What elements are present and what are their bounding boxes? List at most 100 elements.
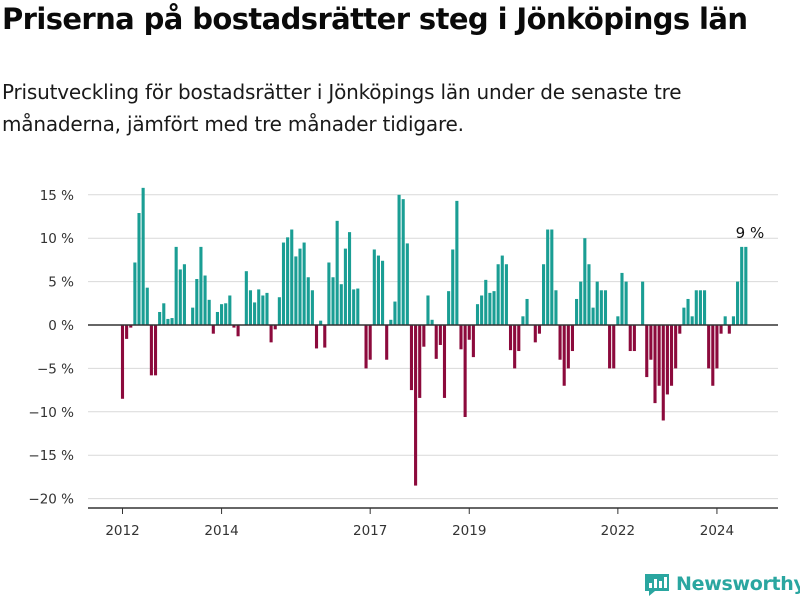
bar bbox=[414, 325, 418, 486]
bar bbox=[517, 325, 521, 352]
bar bbox=[463, 325, 467, 418]
bars bbox=[120, 187, 748, 486]
bar bbox=[575, 298, 579, 325]
bar bbox=[211, 325, 215, 334]
bar bbox=[409, 325, 414, 391]
newsworthy-logo-icon bbox=[645, 574, 669, 596]
bar bbox=[674, 325, 678, 369]
bar bbox=[166, 318, 170, 325]
y-tick-label: 5 % bbox=[48, 275, 74, 291]
bar bbox=[298, 248, 302, 325]
bar bbox=[347, 232, 352, 325]
bar bbox=[546, 229, 550, 325]
x-tick-label: 2022 bbox=[601, 523, 635, 539]
bar bbox=[459, 325, 463, 350]
bar bbox=[558, 325, 562, 360]
bar bbox=[608, 325, 612, 369]
bar bbox=[376, 255, 380, 325]
bar bbox=[471, 325, 475, 358]
axes bbox=[88, 324, 778, 509]
bar bbox=[727, 325, 731, 334]
bar bbox=[467, 325, 471, 340]
bar bbox=[401, 199, 405, 325]
bar bbox=[719, 325, 723, 334]
bar bbox=[149, 325, 153, 376]
bar bbox=[331, 277, 335, 325]
bar bbox=[269, 325, 273, 343]
bar bbox=[508, 325, 513, 351]
bar bbox=[447, 291, 451, 325]
bar bbox=[253, 302, 257, 325]
bar bbox=[125, 325, 129, 339]
bar bbox=[281, 242, 286, 325]
bar bbox=[698, 290, 702, 325]
y-tick-label: 15 % bbox=[40, 188, 74, 204]
bar bbox=[624, 281, 628, 325]
bar bbox=[339, 284, 343, 325]
chart-title: Priserna på bostadsrätter steg i Jönköpi… bbox=[2, 2, 748, 36]
x-tick-label: 2014 bbox=[204, 523, 238, 539]
bar bbox=[314, 325, 319, 349]
bar bbox=[153, 325, 158, 376]
bar bbox=[620, 272, 624, 325]
y-tick-label: −10 % bbox=[28, 405, 74, 421]
bar bbox=[174, 246, 178, 325]
x-tick-label: 2024 bbox=[700, 523, 734, 539]
bar bbox=[707, 325, 711, 369]
bar bbox=[248, 290, 253, 325]
bar bbox=[616, 316, 620, 325]
bar bbox=[442, 325, 447, 398]
bar bbox=[356, 288, 360, 325]
bar bbox=[158, 311, 162, 325]
bar bbox=[430, 319, 434, 325]
bar bbox=[178, 269, 182, 325]
bar bbox=[723, 316, 727, 325]
y-tick-label: 10 % bbox=[40, 231, 74, 247]
bar bbox=[137, 213, 141, 325]
bar bbox=[182, 264, 186, 325]
bar bbox=[277, 297, 281, 325]
x-tick-label: 2019 bbox=[452, 523, 486, 539]
bar bbox=[265, 292, 269, 325]
bar bbox=[525, 298, 529, 325]
bar bbox=[570, 325, 575, 352]
bar bbox=[203, 275, 207, 325]
y-axis-ticks: 15 % 10 % 5 % 0 % −5 % −10 % −15 % −20 % bbox=[28, 188, 74, 508]
bar bbox=[595, 281, 599, 325]
y-tick-label: −20 % bbox=[28, 492, 74, 508]
bar bbox=[129, 325, 133, 328]
bar bbox=[480, 295, 484, 325]
bar bbox=[702, 290, 707, 325]
bar bbox=[133, 262, 137, 325]
bar bbox=[731, 316, 735, 325]
bar bbox=[562, 325, 566, 386]
bar bbox=[372, 249, 376, 325]
bar bbox=[368, 325, 372, 360]
bar bbox=[207, 299, 211, 325]
bar bbox=[199, 246, 203, 325]
bar bbox=[236, 325, 240, 337]
bar bbox=[393, 301, 397, 325]
bar bbox=[504, 264, 508, 325]
bar bbox=[364, 325, 368, 369]
bar bbox=[686, 298, 690, 325]
bar bbox=[628, 325, 632, 352]
bar bbox=[405, 243, 409, 325]
bar bbox=[261, 295, 265, 325]
bar bbox=[120, 325, 125, 399]
bar bbox=[653, 325, 657, 404]
bar bbox=[492, 291, 496, 325]
bar bbox=[521, 316, 525, 325]
bar bbox=[591, 307, 595, 325]
bar bbox=[657, 325, 661, 386]
bar bbox=[327, 262, 331, 325]
bar bbox=[513, 325, 517, 369]
bar bbox=[496, 264, 500, 325]
bar bbox=[669, 325, 674, 386]
bar bbox=[690, 316, 694, 325]
bar bbox=[641, 281, 645, 325]
bar bbox=[195, 278, 199, 325]
bar bbox=[306, 277, 310, 325]
bar bbox=[715, 325, 719, 369]
chart-subtitle: Prisutveckling för bostadsrätter i Jönkö… bbox=[2, 80, 682, 136]
